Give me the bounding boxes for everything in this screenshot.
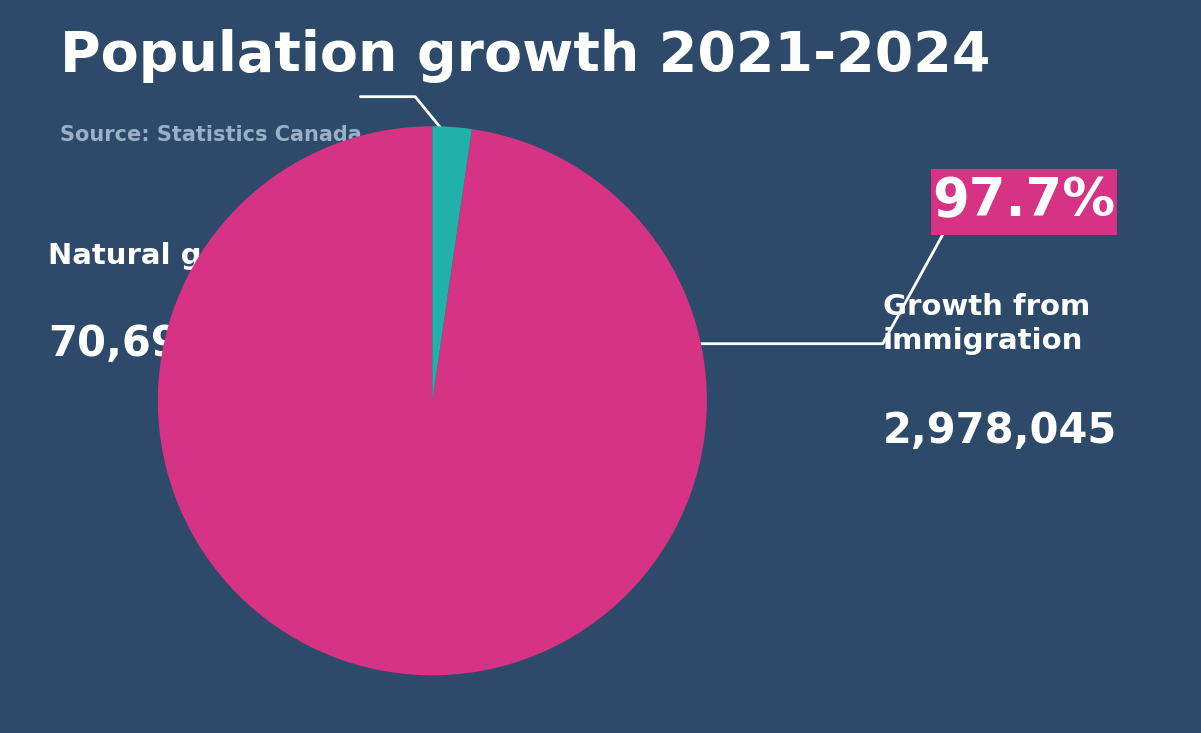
Text: 2,978,045: 2,978,045: [883, 410, 1117, 452]
Wedge shape: [432, 126, 472, 401]
FancyBboxPatch shape: [931, 169, 1117, 235]
Text: 70,690: 70,690: [48, 323, 209, 364]
Text: Growth from
immigration: Growth from immigration: [883, 293, 1091, 355]
Text: Natural growth: Natural growth: [48, 242, 298, 270]
Text: Population growth 2021-2024: Population growth 2021-2024: [60, 29, 991, 84]
Text: 97.7%: 97.7%: [932, 176, 1116, 227]
Wedge shape: [157, 126, 707, 675]
Text: Source: Statistics Canada: Source: Statistics Canada: [60, 125, 362, 144]
